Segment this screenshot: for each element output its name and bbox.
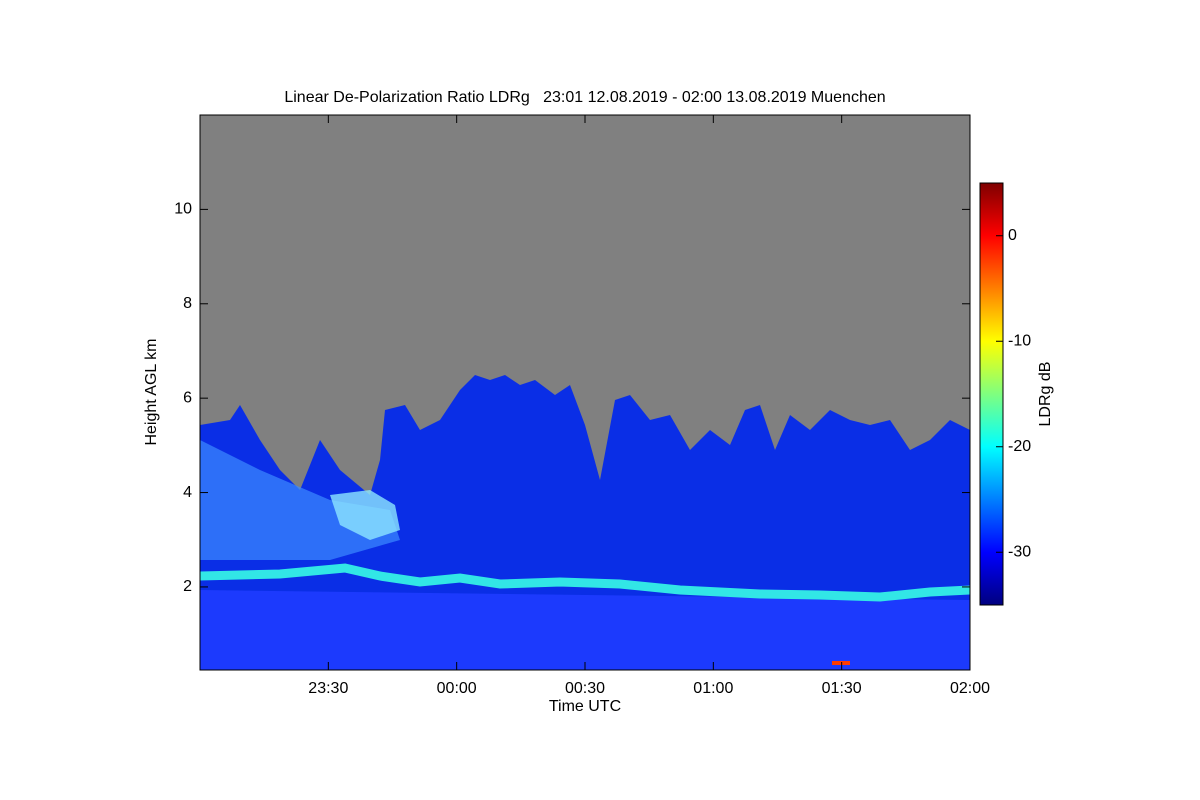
field: [200, 375, 970, 670]
y-tick-label: 2: [183, 578, 192, 595]
aerosol-patch: [330, 490, 400, 540]
colorbar-label: LDRg dB: [1037, 362, 1054, 427]
y-axis-label: Height AGL km: [143, 338, 160, 445]
x-tick-label: 23:30: [308, 680, 348, 697]
x-tick-label: 02:00: [950, 680, 990, 697]
chart-title: Linear De-Polarization Ratio LDRg 23:01 …: [284, 89, 885, 106]
y-tick-label: 10: [174, 201, 192, 218]
colorbar-tick-label: 0: [1008, 227, 1017, 244]
y-tick-label: 4: [183, 484, 192, 501]
x-tick-label: 00:00: [437, 680, 477, 697]
colorbar-tick-label: -20: [1008, 438, 1031, 455]
colorbar: [979, 182, 1004, 606]
x-tick-label: 00:30: [565, 680, 605, 697]
boundary-layer: [200, 563, 970, 602]
y-tick-label: 8: [183, 295, 192, 312]
colorbar-tick-label: -10: [1008, 332, 1031, 349]
lower-layer: [200, 590, 970, 670]
x-tick-label: 01:00: [693, 680, 733, 697]
y-tick-label: 6: [183, 389, 192, 406]
x-axis-label: Time UTC: [549, 698, 621, 715]
x-tick-label: 01:30: [822, 680, 862, 697]
colorbar-tick-label: -30: [1008, 543, 1031, 560]
